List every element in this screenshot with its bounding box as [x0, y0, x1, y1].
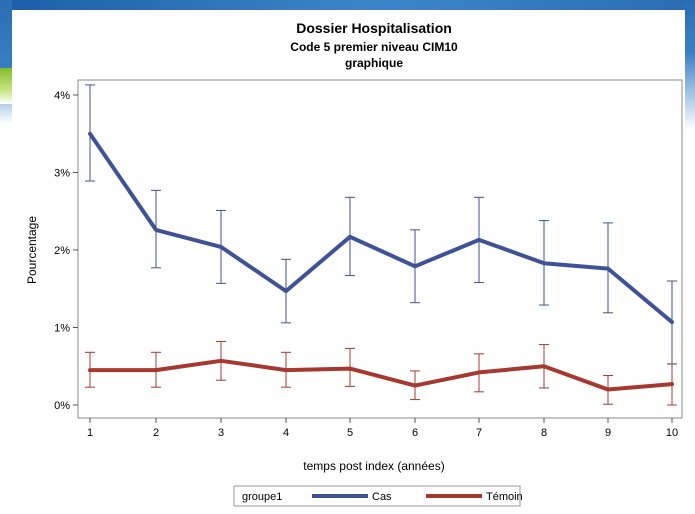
data-point — [542, 261, 546, 265]
data-point — [413, 264, 417, 268]
data-point — [154, 228, 158, 232]
y-tick-label: 3% — [54, 168, 70, 180]
x-tick-label: 2 — [153, 427, 159, 439]
chart-panel: Dossier Hospitalisation Code 5 premier n… — [12, 10, 685, 514]
series-Témoin — [85, 340, 677, 406]
data-point — [606, 388, 610, 391]
x-tick-label: 1 — [87, 427, 93, 439]
data-point — [413, 384, 417, 388]
y-tick-label: 4% — [54, 90, 70, 102]
data-point — [477, 238, 481, 242]
data-point — [154, 368, 158, 372]
x-tick-label: 4 — [283, 427, 289, 439]
data-point — [542, 364, 546, 368]
x-tick-label: 7 — [476, 427, 482, 439]
data-point — [88, 132, 92, 136]
legend-title: groupe1 — [242, 491, 282, 503]
series-layer — [85, 84, 677, 406]
y-tick-label: 2% — [54, 245, 70, 257]
slide-left-decoration — [0, 0, 12, 514]
series-Cas — [85, 84, 677, 365]
x-tick-label: 3 — [218, 427, 224, 439]
x-tick-label: 8 — [541, 427, 547, 439]
data-point — [219, 359, 223, 363]
legend: groupe1 Cas Témoin — [233, 485, 523, 507]
y-tick-label: 0% — [54, 400, 70, 412]
x-axis-label: temps post index (années) — [303, 459, 444, 473]
slide-green-swoosh — [0, 68, 12, 104]
chart-title: Dossier Hospitalisation — [296, 20, 452, 36]
x-axis-ticks: 1 2 3 4 5 6 7 8 9 10 — [87, 418, 678, 439]
data-point — [670, 382, 674, 386]
series-line — [88, 358, 674, 392]
x-tick-label: 6 — [412, 427, 418, 439]
legend-entries: Cas Témoin — [312, 491, 523, 503]
data-point — [348, 367, 352, 371]
legend-entry-label: Témoin — [486, 491, 523, 503]
line-chart: Dossier Hospitalisation Code 5 premier n… — [25, 20, 683, 507]
x-tick-label: 5 — [347, 427, 353, 439]
series-line — [88, 131, 674, 325]
x-tick-label: 9 — [605, 427, 611, 439]
slide-right-decoration — [685, 0, 695, 130]
data-point — [670, 320, 674, 324]
legend-entry-label: Cas — [372, 491, 392, 503]
x-tick-label: 10 — [666, 427, 678, 439]
y-axis-label: Pourcentage — [25, 216, 39, 284]
plot-area-frame — [77, 79, 683, 419]
chart-subtitle: Code 5 premier niveau CIM10 — [290, 40, 458, 54]
data-point — [284, 368, 288, 372]
data-point — [284, 289, 288, 293]
data-point — [606, 267, 610, 271]
y-axis-ticks: 0% 1% 2% 3% 4% — [54, 90, 78, 412]
data-point — [88, 368, 92, 372]
y-tick-label: 1% — [54, 323, 70, 335]
chart-subtitle-2: graphique — [345, 56, 403, 70]
data-point — [477, 370, 481, 374]
legend-box — [233, 485, 521, 507]
data-point — [219, 245, 223, 249]
data-point — [348, 235, 352, 239]
